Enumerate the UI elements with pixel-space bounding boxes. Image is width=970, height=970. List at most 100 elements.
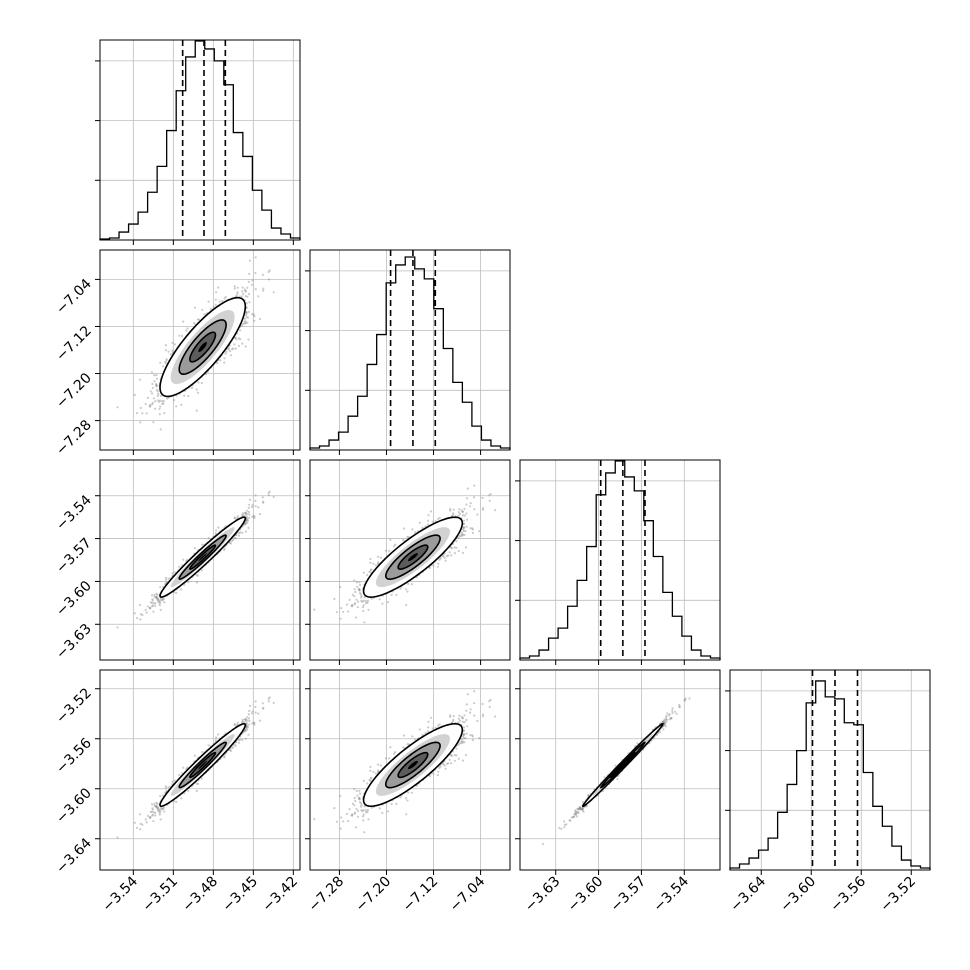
scatter-point	[245, 302, 248, 305]
scatter-point	[251, 313, 254, 316]
panel-content	[116, 256, 275, 431]
scatter-point	[180, 403, 183, 406]
scatter-point	[458, 508, 461, 511]
scatter-point	[165, 362, 168, 365]
scatter-point	[449, 546, 453, 549]
scatter-point	[241, 290, 244, 293]
scatter-point	[246, 295, 249, 298]
scatter-point	[135, 412, 139, 415]
scatter-point	[235, 338, 238, 341]
scatter-point	[146, 605, 149, 608]
scatter-point	[462, 526, 465, 529]
scatter-point	[195, 574, 198, 577]
scatter-point	[219, 359, 222, 362]
scatter-point	[262, 287, 265, 290]
scatter-point	[252, 313, 255, 316]
scatter-point	[473, 484, 476, 487]
scatter-point	[159, 394, 162, 397]
scatter-point	[153, 593, 156, 597]
scatter-point	[248, 259, 252, 262]
scatter-point	[257, 295, 260, 298]
scatter-point	[151, 382, 154, 386]
scatter-point	[442, 555, 445, 558]
scatter-point	[361, 600, 364, 603]
scatter-panel-3-0	[95, 669, 301, 875]
scatter-point	[438, 516, 441, 519]
scatter-point	[214, 303, 217, 306]
scatter-point	[236, 515, 239, 518]
scatter-point	[414, 531, 417, 534]
scatter-point	[155, 595, 158, 599]
scatter-point	[244, 522, 247, 525]
scatter-point	[251, 515, 254, 519]
scatter-point	[466, 487, 469, 490]
scatter-point	[155, 377, 159, 380]
scatter-point	[245, 316, 248, 319]
scatter-point	[162, 400, 165, 403]
scatter-point	[358, 583, 362, 587]
scatter-point	[214, 298, 217, 301]
scatter-point	[453, 546, 456, 549]
scatter-point	[354, 602, 357, 605]
scatter-point	[149, 403, 152, 406]
scatter-point	[248, 503, 251, 506]
scatter-point	[489, 492, 492, 496]
scatter-point	[356, 606, 359, 609]
scatter-point	[236, 291, 239, 294]
scatter-point	[244, 289, 247, 293]
scatter-point	[233, 516, 236, 519]
scatter-point	[360, 595, 363, 598]
scatter-point	[155, 385, 158, 388]
scatter-point	[159, 601, 162, 604]
scatter-point	[424, 525, 427, 528]
scatter-point	[229, 541, 232, 544]
scatter-point	[171, 572, 174, 575]
scatter-point	[116, 626, 119, 629]
scatter-point	[457, 549, 460, 553]
scatter-point	[151, 386, 154, 389]
histogram-step-1	[309, 256, 511, 450]
scatter-point	[251, 504, 254, 507]
scatter-point	[162, 365, 165, 368]
scatter-point	[139, 421, 142, 424]
scatter-point	[223, 547, 226, 550]
scatter-point	[348, 598, 351, 602]
scatter-point	[342, 610, 345, 613]
scatter-point	[212, 305, 215, 308]
scatter-point	[183, 394, 186, 397]
scatter-point	[221, 299, 224, 303]
scatter-point	[162, 402, 165, 405]
scatter-point	[241, 513, 244, 517]
density-contour-4	[408, 553, 418, 562]
scatter-point	[363, 596, 366, 599]
scatter-point	[462, 529, 465, 533]
scatter-point	[488, 494, 491, 497]
scatter-point	[494, 509, 497, 512]
scatter-point	[432, 564, 435, 567]
scatter-point	[232, 538, 235, 542]
scatter-point	[229, 350, 232, 353]
scatter-point	[379, 556, 382, 559]
scatter-point	[164, 576, 167, 580]
scatter-point	[245, 314, 248, 317]
scatter-point	[465, 525, 468, 528]
scatter-point	[190, 386, 194, 390]
scatter-point	[162, 598, 165, 601]
scatter-point	[248, 301, 251, 304]
scatter-point	[247, 516, 251, 520]
scatter-point	[215, 291, 218, 294]
scatter-point	[155, 597, 158, 600]
scatter-point	[172, 399, 176, 402]
scatter-point	[447, 554, 450, 557]
scatter-point	[384, 549, 387, 552]
scatter-point	[359, 596, 363, 599]
scatter-point	[148, 607, 151, 610]
scatter-point	[150, 594, 154, 597]
scatter-point	[245, 518, 248, 521]
scatter-point	[445, 554, 448, 558]
scatter-point	[248, 513, 251, 516]
scatter-point	[232, 347, 235, 350]
scatter-point	[261, 273, 264, 276]
scatter-point	[145, 611, 148, 614]
scatter-point	[155, 384, 158, 387]
